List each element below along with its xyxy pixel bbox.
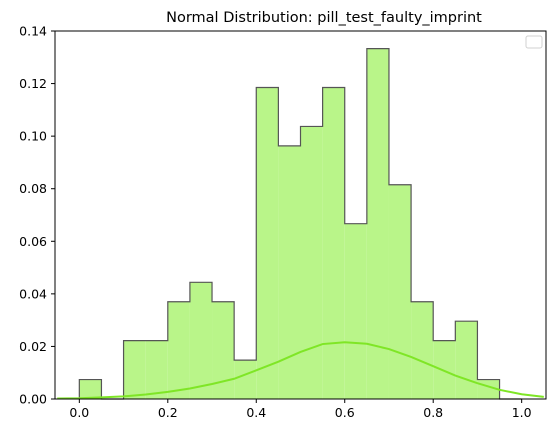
histogram-bar bbox=[278, 145, 301, 399]
y-tick-label: 0.08 bbox=[19, 181, 47, 196]
histogram-bar bbox=[123, 340, 146, 399]
histogram-outline bbox=[78, 48, 522, 400]
density-curve bbox=[57, 341, 544, 400]
histogram-bar bbox=[455, 321, 478, 399]
histogram-bar bbox=[167, 301, 190, 399]
y-tick-label: 0.04 bbox=[19, 286, 47, 301]
axes bbox=[54, 30, 547, 400]
histogram-bar bbox=[300, 126, 323, 399]
histogram-bar bbox=[189, 282, 213, 399]
x-tick-label: 0.0 bbox=[69, 405, 89, 420]
x-tick-label: 0.6 bbox=[335, 405, 355, 420]
histogram-bar bbox=[145, 340, 168, 399]
legend-box bbox=[525, 35, 543, 49]
histogram-bar bbox=[344, 223, 367, 399]
x-tick-label: 0.4 bbox=[246, 405, 266, 420]
histogram-bars bbox=[78, 48, 522, 400]
plot-frame bbox=[54, 30, 547, 400]
histogram-bar bbox=[212, 301, 235, 399]
x-tick-label: 1.0 bbox=[512, 405, 532, 420]
x-axis-ticks: 0.0 0.2 0.4 0.6 0.8 1.0 bbox=[69, 399, 532, 420]
histogram-bar bbox=[366, 48, 389, 400]
histogram-bar bbox=[234, 360, 257, 399]
histogram-bar bbox=[411, 301, 434, 399]
histogram-bar bbox=[388, 184, 412, 399]
y-tick-label: 0.10 bbox=[19, 129, 47, 144]
y-tick-label: 0.12 bbox=[19, 76, 47, 91]
x-tick-label: 0.2 bbox=[158, 405, 178, 420]
y-tick-label: 0.06 bbox=[19, 234, 47, 249]
histogram-bar bbox=[256, 87, 279, 399]
y-tick-label: 0.00 bbox=[19, 392, 47, 407]
histogram-bar bbox=[322, 87, 345, 399]
y-tick-label: 0.14 bbox=[19, 24, 47, 39]
density-line bbox=[57, 341, 544, 400]
histogram-bar bbox=[79, 379, 102, 399]
x-tick-label: 0.8 bbox=[423, 405, 443, 420]
y-axis-ticks: 0.00 0.02 0.04 0.06 0.08 0.10 0.12 0.14 bbox=[19, 24, 55, 407]
y-tick-label: 0.02 bbox=[19, 339, 47, 354]
chart-title: Normal Distribution: pill_test_faulty_im… bbox=[166, 10, 482, 26]
